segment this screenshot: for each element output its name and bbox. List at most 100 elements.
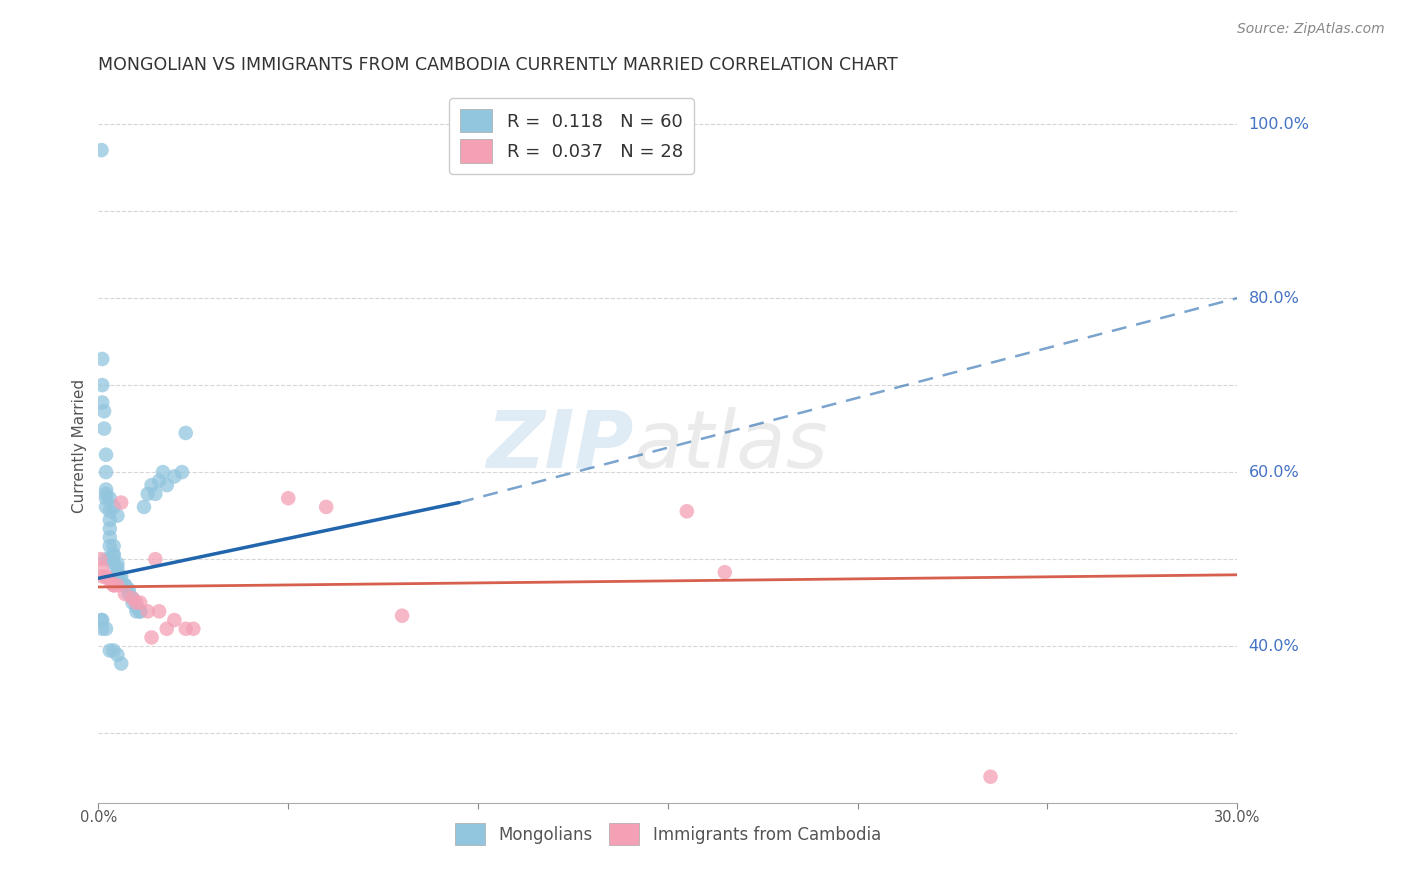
Point — [391, 608, 413, 623]
Point — [163, 613, 186, 627]
Point — [121, 591, 143, 606]
Point — [315, 500, 337, 514]
Point — [94, 483, 117, 497]
Point — [103, 578, 125, 592]
Point — [156, 478, 179, 492]
Point — [121, 591, 143, 606]
Point — [93, 421, 115, 435]
Point — [94, 491, 117, 506]
Point — [107, 578, 129, 592]
Point — [136, 604, 159, 618]
Point — [89, 552, 111, 566]
Point — [98, 643, 121, 657]
Point — [94, 465, 117, 479]
Point — [163, 469, 186, 483]
Point — [114, 578, 136, 592]
Point — [91, 569, 114, 583]
Point — [94, 569, 117, 583]
Point — [183, 622, 205, 636]
Point — [114, 587, 136, 601]
Point — [676, 504, 699, 518]
Point — [110, 574, 132, 588]
Point — [107, 508, 129, 523]
Text: 0.0%: 0.0% — [80, 810, 117, 825]
Text: MONGOLIAN VS IMMIGRANTS FROM CAMBODIA CURRENTLY MARRIED CORRELATION CHART: MONGOLIAN VS IMMIGRANTS FROM CAMBODIA CU… — [98, 56, 898, 74]
Y-axis label: Currently Married: Currently Married — [72, 379, 87, 513]
Point — [103, 548, 125, 562]
Point — [98, 552, 121, 566]
Text: atlas: atlas — [634, 407, 828, 485]
Point — [98, 504, 121, 518]
Point — [141, 478, 163, 492]
Point — [714, 565, 737, 579]
Point — [110, 495, 132, 509]
Text: 80.0%: 80.0% — [1249, 291, 1299, 306]
Point — [170, 465, 193, 479]
Text: ZIP: ZIP — [486, 407, 634, 485]
Legend: Mongolians, Immigrants from Cambodia: Mongolians, Immigrants from Cambodia — [449, 817, 887, 852]
Point — [114, 578, 136, 592]
Point — [145, 487, 167, 501]
Point — [136, 487, 159, 501]
Point — [91, 622, 114, 636]
Point — [103, 643, 125, 657]
Point — [129, 596, 152, 610]
Point — [277, 491, 299, 506]
Text: 40.0%: 40.0% — [1249, 639, 1299, 654]
Point — [110, 569, 132, 583]
Point — [98, 491, 121, 506]
Point — [174, 425, 197, 440]
Point — [94, 569, 117, 583]
Text: Source: ZipAtlas.com: Source: ZipAtlas.com — [1237, 22, 1385, 37]
Point — [98, 574, 121, 588]
Point — [129, 604, 152, 618]
Text: 60.0%: 60.0% — [1249, 465, 1299, 480]
Point — [98, 530, 121, 544]
Point — [94, 487, 117, 501]
Point — [98, 539, 121, 553]
Point — [91, 613, 114, 627]
Point — [107, 565, 129, 579]
Point — [90, 143, 112, 157]
Point — [103, 548, 125, 562]
Point — [103, 500, 125, 514]
Text: 30.0%: 30.0% — [1215, 810, 1260, 825]
Point — [125, 599, 148, 614]
Point — [98, 522, 121, 536]
Point — [94, 552, 117, 566]
Point — [148, 604, 170, 618]
Point — [148, 474, 170, 488]
Point — [91, 351, 114, 366]
Point — [94, 622, 117, 636]
Point — [107, 648, 129, 662]
Point — [107, 557, 129, 571]
Point — [132, 500, 155, 514]
Point — [174, 622, 197, 636]
Point — [979, 770, 1001, 784]
Point — [110, 657, 132, 671]
Point — [156, 622, 179, 636]
Point — [107, 569, 129, 583]
Point — [98, 513, 121, 527]
Point — [125, 596, 148, 610]
Point — [152, 465, 174, 479]
Point — [145, 552, 167, 566]
Point — [118, 587, 141, 601]
Point — [103, 578, 125, 592]
Point — [129, 604, 152, 618]
Point — [118, 582, 141, 597]
Point — [107, 561, 129, 575]
Point — [103, 557, 125, 571]
Point — [121, 596, 143, 610]
Point — [91, 395, 114, 409]
Point — [91, 561, 114, 575]
Point — [90, 613, 112, 627]
Text: 100.0%: 100.0% — [1249, 117, 1309, 131]
Point — [94, 500, 117, 514]
Point — [141, 631, 163, 645]
Point — [94, 448, 117, 462]
Point — [103, 539, 125, 553]
Point — [91, 378, 114, 392]
Point — [93, 404, 115, 418]
Point — [125, 604, 148, 618]
